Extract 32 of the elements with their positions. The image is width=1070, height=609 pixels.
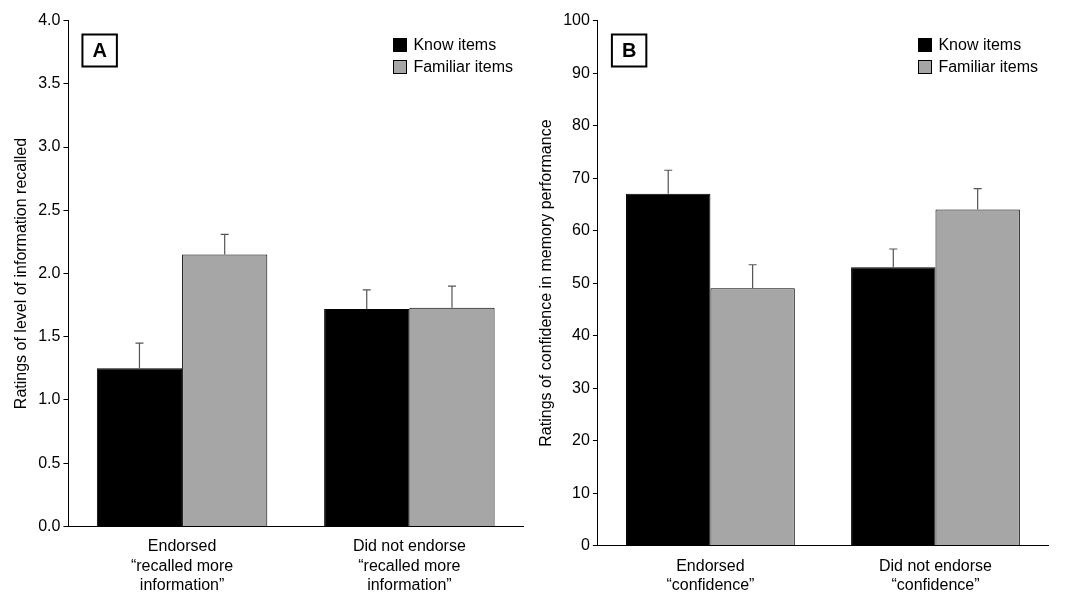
legend-label: Know items (938, 36, 1022, 54)
y-tick-label: 70 (572, 168, 590, 186)
text: 1.0 (38, 390, 61, 408)
text: 2.0 (38, 263, 61, 281)
y-tick-label: 3.5 (38, 74, 61, 92)
x-tick-label: Did not endorse “confidence” (878, 556, 993, 593)
y-tick-label: 1.5 (38, 327, 61, 345)
legend-label: Familiar items (413, 58, 513, 76)
annotation: B (621, 39, 637, 62)
y-axis-title: Ratings of confidence in memory performance (537, 119, 555, 447)
text: 0.0 (38, 516, 61, 534)
text: 3.0 (38, 137, 61, 155)
y-tick-label: 2.5 (38, 200, 61, 218)
x-tick-label: Did not endorse “recalled more information” (352, 537, 466, 593)
y-tick-label: 20 (572, 431, 590, 449)
y-tick-label: 10 (572, 483, 590, 501)
y-tick-label: 0 (580, 536, 590, 554)
legend-label: Know items (413, 36, 497, 54)
y-tick-label: 90 (572, 63, 590, 81)
legend-label: Familiar items (938, 58, 1038, 76)
y-tick-label: 0.5 (38, 453, 61, 471)
y-axis-title: Ratings of level of information recalled (12, 137, 30, 410)
y-tick-label: 80 (572, 116, 590, 134)
y-tick-label: 30 (572, 378, 590, 396)
y-tick-label: 100 (563, 11, 590, 29)
y-tick-label: 50 (572, 273, 590, 291)
x-tick-label: Endorsed “confidence” (666, 556, 755, 593)
x-tick-label: Endorsed “recalled more information” (130, 537, 234, 593)
y-tick-label: 60 (572, 221, 590, 239)
text: 4.0 (38, 11, 61, 29)
annotation: A (92, 39, 107, 62)
y-tick-label: 40 (572, 326, 590, 344)
